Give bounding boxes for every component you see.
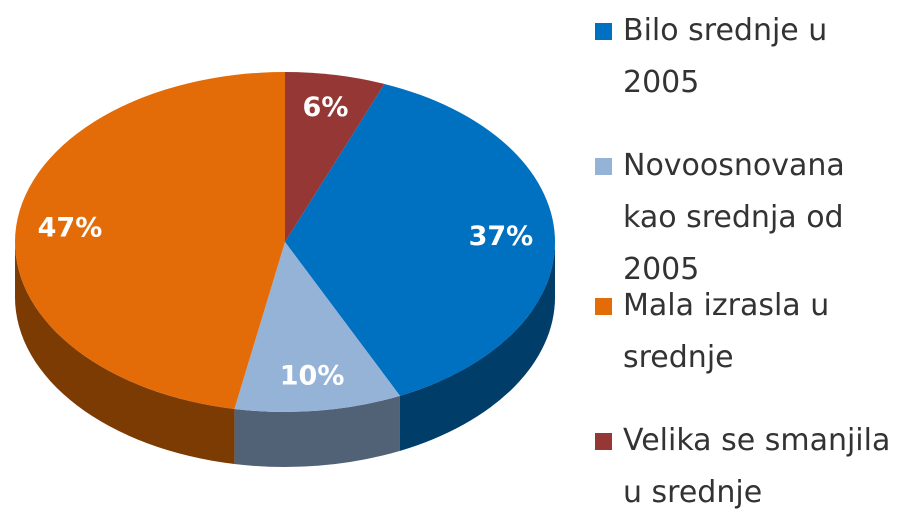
legend-label: Velika se smanjila u srednje xyxy=(623,423,891,510)
page: 37% 10% 47% 6% Bilo srednje u 2005 Novoosnov… xyxy=(14,5,895,510)
slice-side xyxy=(234,395,400,467)
slice-side-shade xyxy=(15,242,235,464)
slice-side-shade xyxy=(234,395,400,467)
legend-item: Velika se smanjila u srednje xyxy=(595,415,895,519)
slice-side-shade xyxy=(399,242,555,451)
legend-swatch xyxy=(595,158,612,175)
slice xyxy=(285,83,555,396)
chart: 37% 10% 47% 6% xyxy=(14,72,555,467)
slice xyxy=(14,72,285,409)
legend-swatch xyxy=(595,23,612,40)
data-label: 6% xyxy=(303,92,349,123)
slice-side xyxy=(15,242,235,464)
legend-item: Bilo srednje u 2005 xyxy=(595,5,895,109)
slice xyxy=(234,242,400,412)
slice xyxy=(285,72,385,242)
legend-swatch xyxy=(595,433,612,450)
legend-label: Novoosnovana kao srednja od 2005 xyxy=(623,148,845,287)
legend-label: Bilo srednje u 2005 xyxy=(623,13,828,100)
slice-side xyxy=(399,242,555,451)
legend-label: Mala izrasla u srednje xyxy=(623,288,830,375)
legend-swatch xyxy=(595,298,612,315)
legend-item: Novoosnovana kao srednja od 2005 xyxy=(595,140,895,296)
data-label: 37% xyxy=(469,221,534,252)
data-label: 47% xyxy=(38,213,103,244)
legend-item: Mala izrasla u srednje xyxy=(595,280,895,384)
data-label: 10% xyxy=(280,360,345,391)
